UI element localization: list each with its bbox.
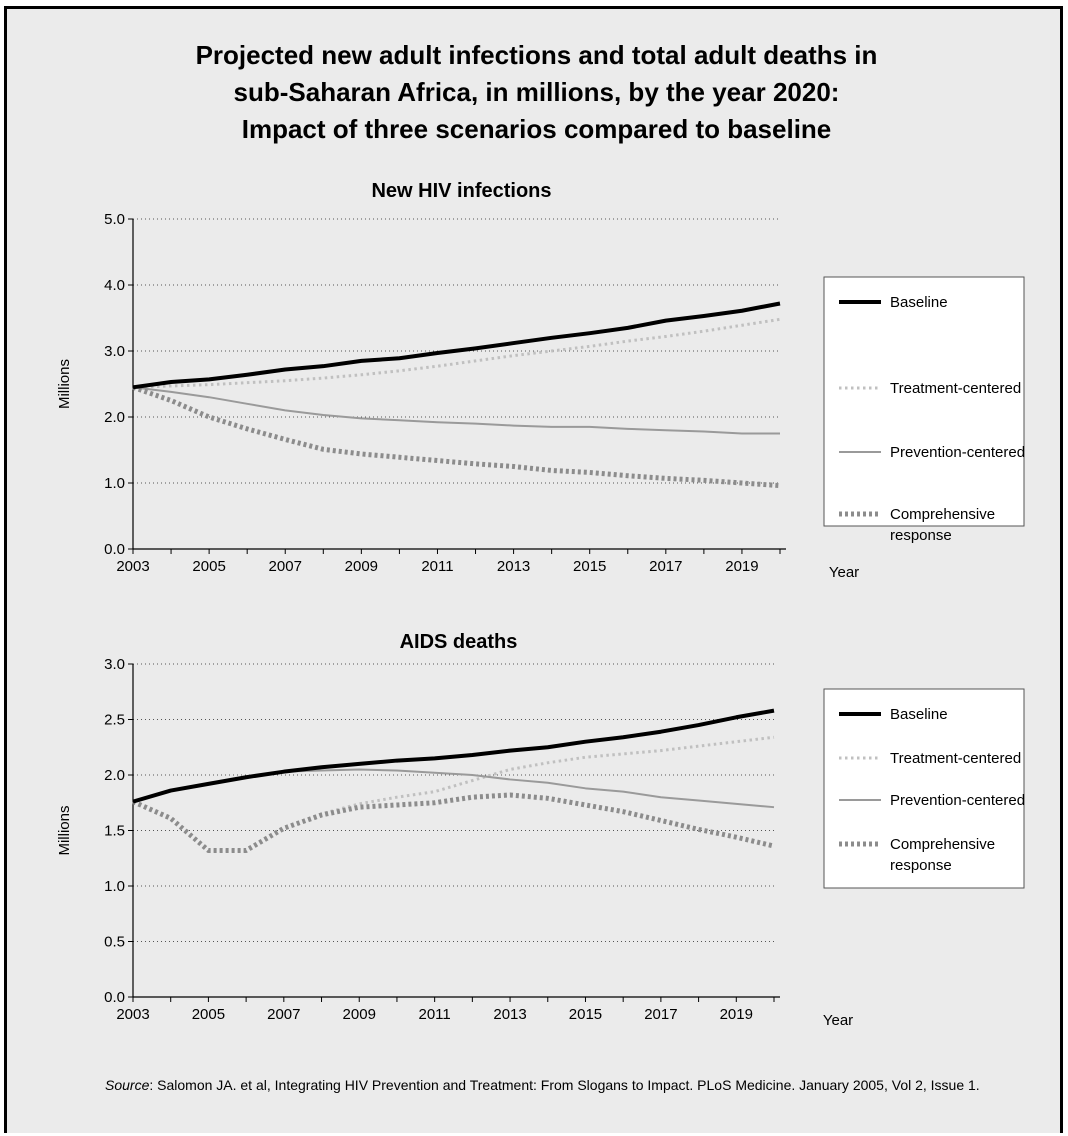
chart-panel: AIDS deaths 0.0 0.5 1.0 1.5 2.0 2.5 3.0 2003 2005…: [56, 631, 1025, 1029]
y-tick-label: 1.0: [104, 475, 125, 492]
series-line-comprehensive-response: [131, 792, 775, 853]
charts-svg: New HIV infections 0.0 1.0 2.0 3.0 4.0 5.0 2003…: [56, 180, 1025, 1029]
legend-box: [823, 276, 1025, 527]
main-title: Projected new adult infections and total…: [7, 37, 1066, 148]
x-tick-label: 2011: [419, 1006, 451, 1023]
y-tick-label: 1.0: [104, 878, 125, 895]
chart-title: AIDS deaths: [400, 631, 518, 653]
legend-label: Baseline: [890, 706, 948, 723]
x-tick-label: 2015: [569, 1006, 602, 1023]
x-tick-label: 2013: [497, 558, 530, 575]
legend-label: Baseline: [890, 294, 948, 311]
source-text: : Salomon JA. et al, Integrating HIV Pre…: [149, 1077, 980, 1093]
y-axis-title: Millions: [56, 359, 73, 409]
legend-label: Prevention-centered: [890, 444, 1025, 461]
legend-label: Prevention-centered: [890, 792, 1025, 809]
x-tick-label: 2017: [649, 558, 682, 575]
x-tick-label: 2013: [493, 1006, 526, 1023]
y-tick-label: 0.0: [104, 541, 125, 558]
series-line-treatment-centered: [132, 735, 775, 852]
y-tick-label: 5.0: [104, 211, 125, 228]
main-title-line: Impact of three scenarios compared to ba…: [241, 114, 832, 144]
series-line-treatment-centered: [132, 317, 781, 389]
x-tick-label: 2003: [116, 1006, 149, 1023]
main-title-line: sub-Saharan Africa, in millions, by the …: [233, 77, 840, 107]
chart-panel: New HIV infections 0.0 1.0 2.0 3.0 4.0 5.0 2003…: [56, 180, 1025, 581]
x-tick-label: 2017: [644, 1006, 677, 1023]
legend-box: [823, 688, 1025, 889]
y-tick-label: 0.5: [104, 934, 125, 951]
series-line-prevention-centered: [132, 386, 780, 435]
series-line-baseline: [132, 301, 781, 390]
legend-label: Comprehensive response: [890, 836, 995, 874]
chart-frame: Projected new adult infections and total…: [4, 6, 1063, 1133]
x-tick-label: 2009: [343, 1006, 376, 1023]
legend-label: Treatment-centered: [890, 750, 1021, 767]
y-tick-label: 4.0: [104, 277, 125, 294]
x-tick-label: 2007: [267, 1006, 300, 1023]
x-tick-label: 2019: [720, 1006, 753, 1023]
x-axis-title: Year: [829, 564, 859, 581]
x-tick-label: 2011: [421, 558, 453, 575]
series-line-baseline: [132, 708, 775, 804]
y-tick-label: 0.0: [104, 989, 125, 1006]
legend-label: Treatment-centered: [890, 380, 1021, 397]
x-tick-label: 2007: [269, 558, 302, 575]
y-tick-label: 3.0: [104, 343, 125, 360]
series-line-comprehensive-response: [132, 384, 781, 489]
y-tick-label: 2.0: [104, 409, 125, 426]
x-axis-title: Year: [823, 1012, 853, 1029]
x-tick-label: 2003: [116, 558, 149, 575]
main-title-line: Projected new adult infections and total…: [195, 40, 878, 70]
y-tick-label: 2.0: [104, 767, 125, 784]
chart-title: New HIV infections: [371, 180, 551, 202]
x-tick-label: 2005: [192, 1006, 225, 1023]
y-axis-title: Millions: [56, 805, 73, 855]
y-tick-label: 3.0: [104, 656, 125, 673]
y-tick-label: 2.5: [104, 712, 125, 729]
source-note: Source: Salomon JA. et al, Integrating H…: [105, 1075, 1005, 1095]
x-tick-label: 2009: [345, 558, 378, 575]
source-label: Source: [105, 1077, 150, 1093]
x-tick-label: 2005: [192, 558, 225, 575]
legend-label: Comprehensive response: [890, 506, 995, 544]
y-tick-label: 1.5: [104, 823, 125, 840]
x-tick-label: 2015: [573, 558, 606, 575]
x-tick-label: 2019: [725, 558, 758, 575]
